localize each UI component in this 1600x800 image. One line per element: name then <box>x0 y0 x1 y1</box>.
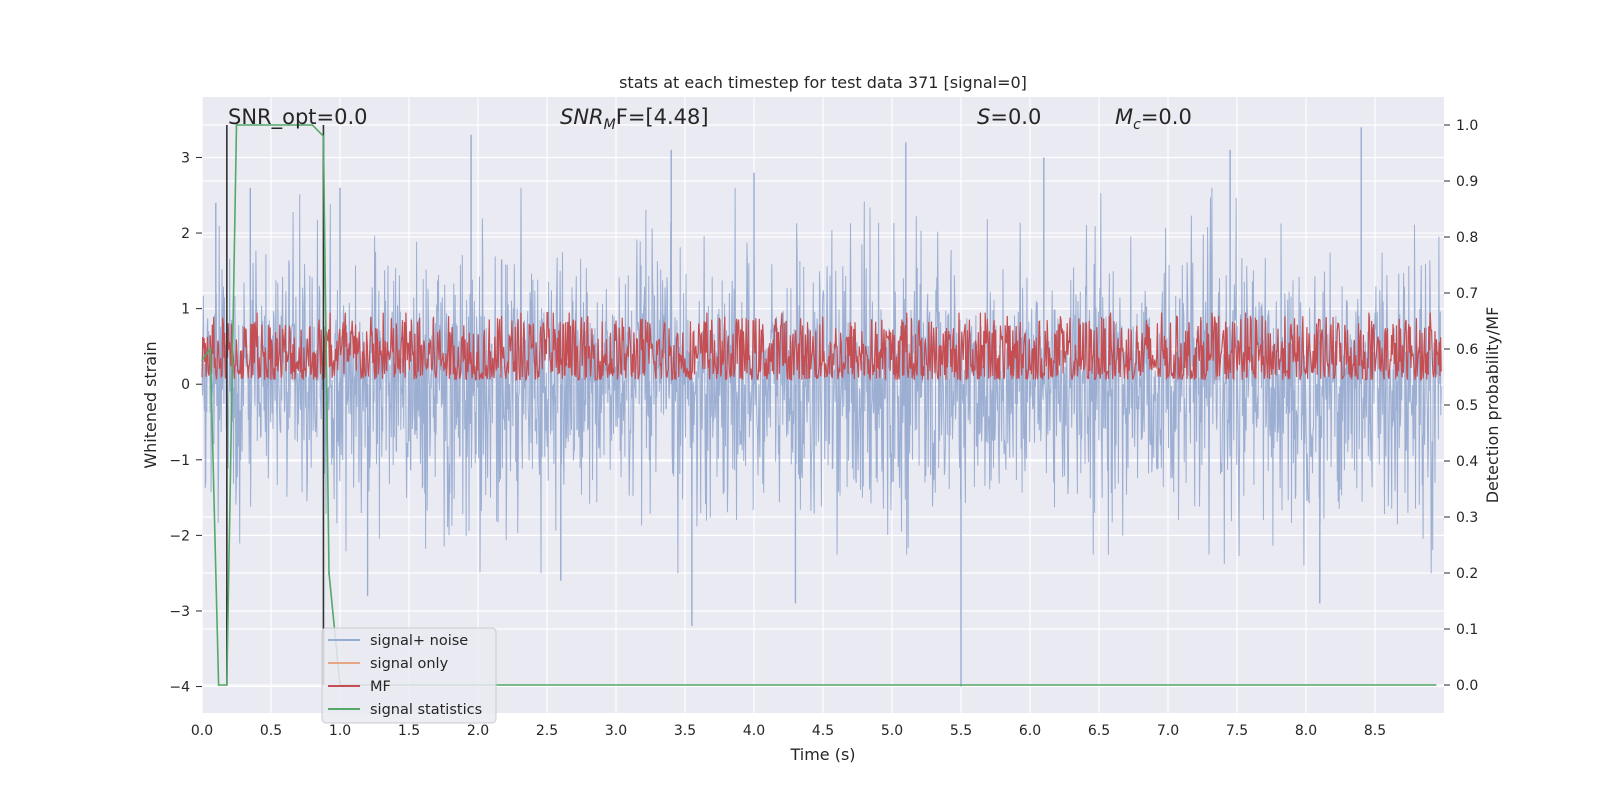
y2-tick-label-6: 0.4 <box>1456 454 1478 470</box>
x-tick-label-9: 4.5 <box>812 723 834 739</box>
x-tick-label-7: 3.5 <box>674 723 696 739</box>
y-tick-label-5: −2 <box>169 528 190 544</box>
y2-tick-label-8: 0.2 <box>1456 566 1478 582</box>
series-signal-noise <box>201 127 1442 687</box>
legend-label-signal-statistics: signal statistics <box>370 702 482 718</box>
annotation-s-label: S <box>977 105 990 129</box>
x-tick-label-2: 1.0 <box>329 723 351 739</box>
annotation-s-rest: =0.0 <box>990 105 1041 129</box>
annotation-snr-mf-label: SNR <box>560 105 604 129</box>
vertical-markers <box>226 125 325 685</box>
x-tick-label-8: 4.0 <box>743 723 765 739</box>
signal-statistics-point-1 <box>209 348 212 350</box>
y-axis-label: Whitened strain <box>141 341 160 468</box>
y-tick-label-6: −3 <box>169 604 190 620</box>
x-tick-label-12: 6.0 <box>1019 723 1041 739</box>
y2-tick-label-3: 0.7 <box>1456 286 1478 302</box>
x-tick-label-1: 0.5 <box>260 723 282 739</box>
signal-statistics-point-6 <box>322 135 325 137</box>
y-axis-ticks: 3 2 1 0 −1 −2 −3 −4 <box>169 150 202 696</box>
y2-tick-label-1: 0.9 <box>1456 174 1478 190</box>
x-tick-label-16: 8.0 <box>1295 723 1317 739</box>
x-tick-label-3: 1.5 <box>398 723 420 739</box>
legend-label-mf: MF <box>370 679 391 695</box>
annotation-snr-mf-sub: M <box>604 117 616 133</box>
y2-axis-label: Detection probability/MF <box>1483 307 1502 504</box>
x-tick-label-17: 8.5 <box>1364 723 1386 739</box>
y2-tick-label-10: 0.0 <box>1456 678 1478 694</box>
annotation-mc: Mc=0.0 <box>1115 105 1192 133</box>
y-tick-label-4: −1 <box>169 453 190 469</box>
annotation-snr-mf-rest: F=[4.48] <box>616 105 709 129</box>
y2-tick-label-7: 0.3 <box>1456 510 1478 526</box>
signal-statistics-point-0 <box>201 359 203 362</box>
annotation-snr-opt: SNR_opt=0.0 <box>228 105 368 130</box>
legend-label-signal-noise: signal+ noise <box>370 633 468 649</box>
signal-statistics-point-5 <box>311 124 314 126</box>
legend-frame <box>321 627 497 724</box>
y-tick-label-7: −4 <box>169 680 190 696</box>
y2-tick-label-2: 0.8 <box>1456 230 1478 246</box>
x-tick-label-11: 5.5 <box>950 723 972 739</box>
y-tick-label-2: 1 <box>181 302 190 318</box>
annotation-snr-mf: SNRMF=[4.48] <box>560 105 709 133</box>
legend-label-signal-only: signal only <box>370 656 449 672</box>
x-tick-label-14: 7.0 <box>1157 723 1179 739</box>
signal-statistics-point-3 <box>226 684 228 686</box>
x-tick-label-15: 7.5 <box>1226 723 1248 739</box>
x-tick-label-5: 2.5 <box>536 723 558 739</box>
x-tick-label-0: 0.0 <box>191 723 213 739</box>
series-mf <box>201 312 1442 382</box>
signal-statistics-point-4 <box>235 124 238 126</box>
chart-title: stats at each timestep for test data 371… <box>619 73 1027 92</box>
signal-statistics-point-9 <box>1434 684 1437 686</box>
x-axis-label: Time (s) <box>789 745 855 764</box>
mf-line <box>201 312 1442 382</box>
y2-tick-label-5: 0.5 <box>1456 398 1478 414</box>
x-axis-ticks: 0.0 0.5 1.0 1.5 2.0 2.5 3.0 3.5 4.0 4.5 5.0 5.5 6.0 6… <box>191 723 1386 739</box>
signal-noise-line <box>201 187 1442 574</box>
x-tick-label-10: 5.0 <box>881 723 903 739</box>
annotation-mc-label: M <box>1115 105 1133 129</box>
signal-statistics-point-2 <box>217 684 220 686</box>
x-tick-label-13: 6.5 <box>1088 723 1110 739</box>
y2-tick-label-0: 1.0 <box>1456 118 1478 134</box>
annotation-mc-rest: =0.0 <box>1141 105 1192 129</box>
y-tick-label-1: 2 <box>181 226 190 242</box>
y2-tick-label-4: 0.6 <box>1456 342 1478 358</box>
y-tick-label-3: 0 <box>181 377 190 393</box>
y2-axis-ticks: 1.0 0.9 0.8 0.7 0.6 0.5 0.4 0.3 0.2 0.1 0.0 <box>1444 118 1478 694</box>
annotation-s: S=0.0 <box>977 105 1041 129</box>
y2-tick-label-9: 0.1 <box>1456 622 1478 638</box>
x-tick-label-6: 3.0 <box>605 723 627 739</box>
x-tick-label-4: 2.0 <box>467 723 489 739</box>
y-tick-label-0: 3 <box>181 150 190 166</box>
legend: signal+ noise signal only MF signal stat… <box>321 627 497 724</box>
signal-statistics-point-7 <box>328 572 330 574</box>
annotation-mc-sub: c <box>1133 117 1141 133</box>
